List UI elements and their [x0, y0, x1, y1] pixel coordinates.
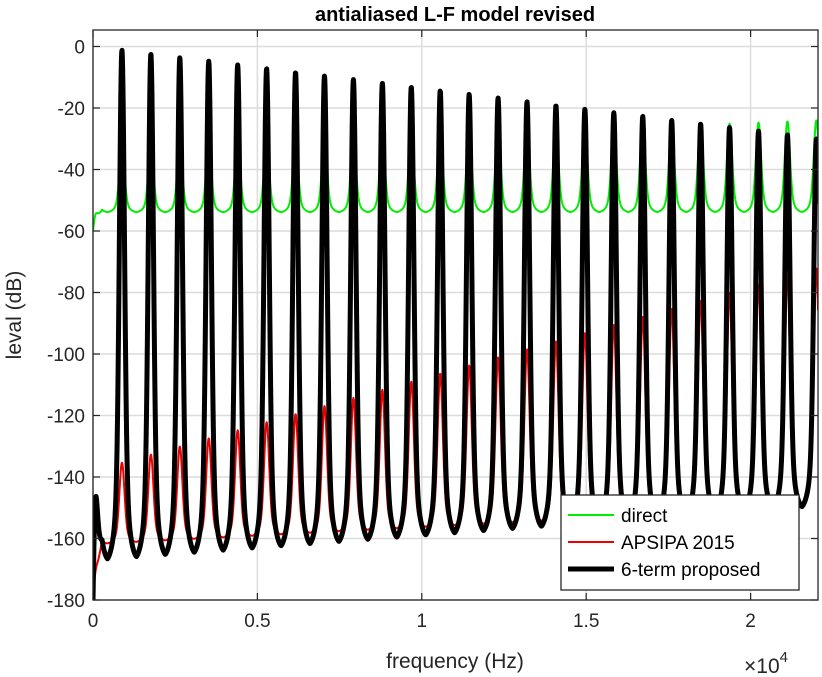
- x-exponent-power: 4: [780, 649, 788, 666]
- chart-title: antialiased L-F model revised: [315, 4, 595, 26]
- x-exponent-base: ×10: [744, 655, 780, 677]
- legend: direct APSIPA 2015 6-term proposed: [560, 494, 800, 591]
- y-tick-label: -160: [47, 530, 85, 551]
- legend-label-apsipa: APSIPA 2015: [621, 533, 735, 554]
- y-tick-label: -20: [58, 99, 85, 120]
- plot-frame: [92, 29, 819, 601]
- y-tick-label: -140: [47, 468, 85, 489]
- y-tick-label: 0: [74, 38, 85, 59]
- y-tick-label: -40: [58, 161, 85, 182]
- x-tick-label: 0: [88, 611, 99, 632]
- x-exponent: ×104: [744, 649, 788, 677]
- axis-ticks: [92, 30, 818, 601]
- x-axis-label: frequency (Hz): [386, 650, 524, 673]
- y-tick-labels: 0 -20 -40 -60 -80 -100 -120 -140 -160 -180: [47, 38, 85, 613]
- y-tick-label: -60: [58, 222, 85, 243]
- legend-label-proposed: 6-term proposed: [621, 560, 760, 581]
- series-layer: [93, 47, 818, 600]
- legend-label-direct: direct: [621, 506, 668, 527]
- series-line-6-term-proposed: [93, 47, 818, 600]
- x-tick-label: 0.5: [244, 611, 270, 632]
- y-tick-label: -180: [47, 591, 85, 612]
- x-tick-label: 2: [745, 611, 756, 632]
- y-tick-label: -120: [47, 407, 85, 428]
- x-tick-label: 1.5: [573, 611, 599, 632]
- y-tick-label: -80: [58, 284, 85, 305]
- x-tick-labels: 0 0.5 1 1.5 2: [88, 611, 756, 632]
- y-axis-label: leval (dB): [3, 271, 26, 360]
- y-tick-label: -100: [47, 345, 85, 366]
- x-tick-label: 1: [417, 611, 428, 632]
